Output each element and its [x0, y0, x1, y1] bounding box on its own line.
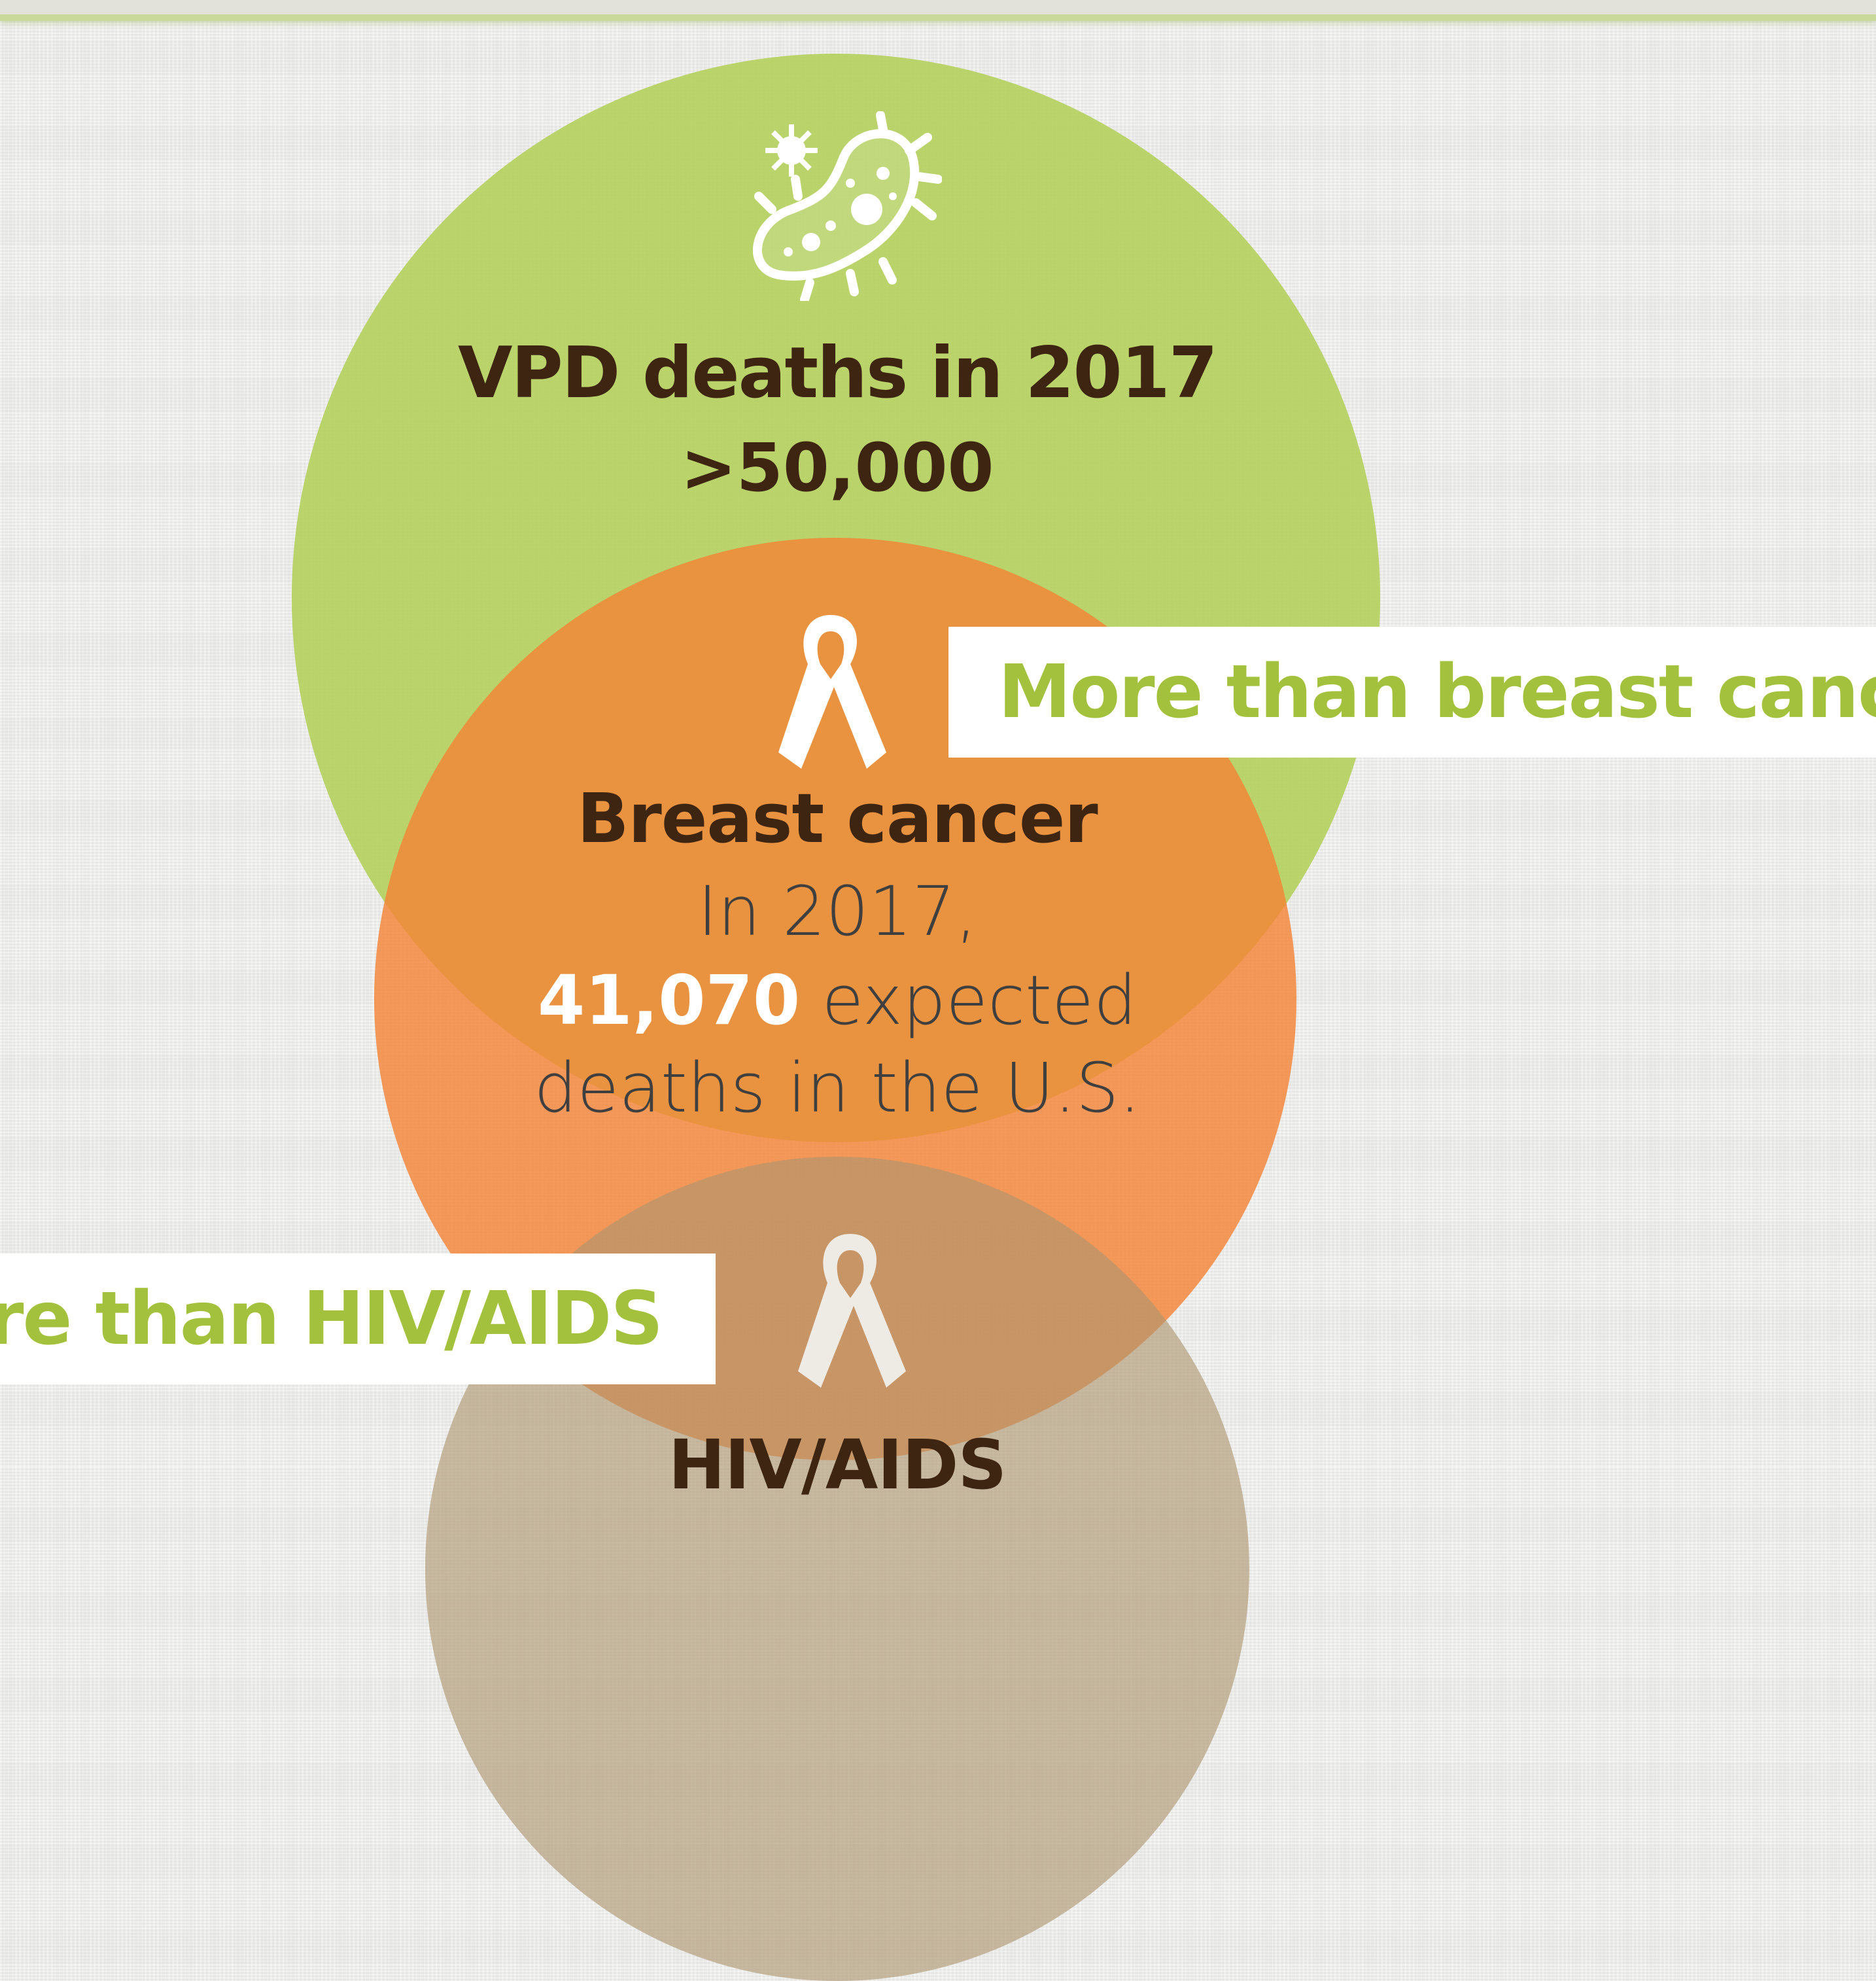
awareness-ribbon-icon	[798, 1234, 906, 1388]
germ-icon	[753, 111, 942, 301]
vpd-title: VPD deaths in 2017	[458, 332, 1218, 414]
breast-cancer-number: 41,070	[537, 960, 801, 1040]
top-band	[0, 0, 1876, 21]
comparison-banner-hiv-aids: re than HIV/AIDS	[0, 1253, 716, 1384]
comparison-banner-breast-cancer: More than breast cance	[948, 627, 1876, 758]
breast-cancer-deaths: 41,070 expected	[392, 960, 1282, 1040]
breast-cancer-location: deaths in the U.S.	[534, 1048, 1141, 1128]
hiv-aids-title: HIV/AIDS	[668, 1425, 1007, 1505]
breast-cancer-title: Breast cancer	[577, 779, 1098, 858]
breast-cancer-expected: expected	[800, 960, 1138, 1040]
vpd-value: >50,000	[680, 429, 994, 507]
awareness-ribbon-icon	[778, 615, 886, 769]
breast-cancer-year: In 2017,	[697, 871, 977, 951]
